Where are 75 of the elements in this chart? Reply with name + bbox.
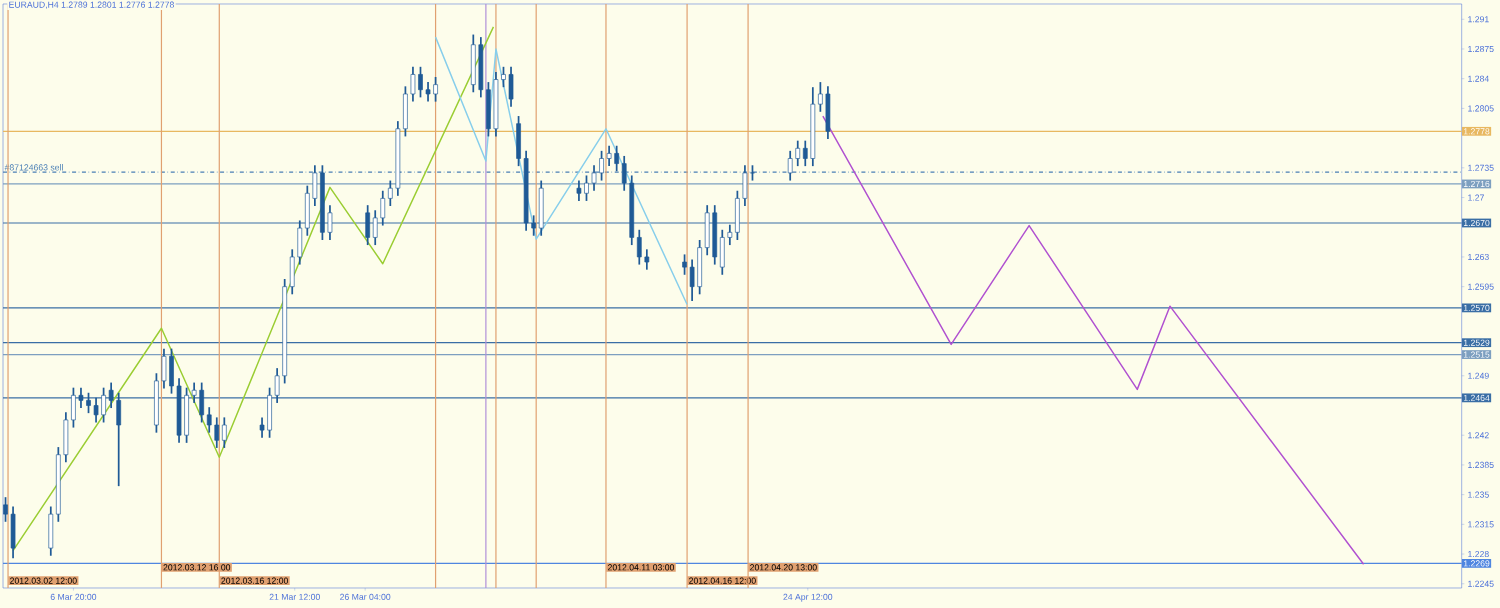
ref-line-label: 2012.03.12 16:00 [163,564,231,571]
candlestick [576,179,582,202]
y-tick-label: 1.2875 [1468,45,1494,53]
y-tick-label: 1.284 [1468,75,1489,82]
candlestick [372,209,378,246]
y-tick-label: 1.263 [1468,253,1489,261]
x-tick-label: 21 Mar 12:00 [269,593,320,600]
candlestick [644,248,650,271]
candlestick [259,416,265,439]
y-tick-label: 1.2315 [1468,521,1494,528]
chart-title: EURAUD,H4 1.2789 1.2801 1.2776 1.2778 [9,1,174,9]
candlestick [101,386,106,424]
candlestick [689,258,695,302]
candlestick [787,149,793,182]
ref-line-label: 2012.04.16 12:00 [689,577,756,584]
line-series [822,115,1365,565]
candlestick [818,81,823,113]
candlestick [410,65,416,103]
ref-line-label: 2012.03.02 12:00 [10,577,77,584]
candlestick [501,65,506,89]
ref-line-label: 2012.03.16 12:00 [221,577,288,584]
y-tick-label: 1.27 [1468,194,1484,201]
candlestick [636,228,642,266]
candlestick [584,174,589,202]
x-tick-label: 6 Mar 20:00 [50,593,97,600]
candlestick [425,81,431,103]
ref-line-label: 1.2269 [1463,560,1490,567]
candlestick [682,253,687,276]
candlestick [599,149,604,182]
x-tick-label: 24 Apr 12:00 [783,593,833,602]
candlestick [214,416,220,449]
candlestick [795,139,801,167]
candlestick [380,189,386,227]
ref-line-label: 1.2670 [1463,219,1490,227]
ref-line-label: 1.2515 [1463,351,1490,358]
y-tick-label: 1.2805 [1468,105,1494,112]
ref-line-label: 1.2570 [1463,304,1490,311]
candlestick [531,214,537,237]
candlestick [387,179,393,207]
x-tick-label: 26 Mar 04:00 [340,593,391,600]
candlestick [206,406,212,434]
candlestick [802,139,808,167]
candlestick [418,65,423,99]
line-series [434,36,688,306]
ref-line-label: 1.2716 [1463,180,1490,188]
candlestick [591,164,597,192]
y-tick-label: 1.249 [1468,372,1489,379]
ref-line-label: #87124663 sell [4,164,63,171]
y-tick-label: 1.2245 [1468,580,1494,587]
candlestick [93,396,99,424]
candlestick [78,386,84,409]
y-tick-label: 1.2385 [1468,461,1494,468]
candlestick [621,155,627,192]
candlestick [86,391,91,415]
ref-line-label: 2012.04.11 03:00 [608,564,675,571]
ref-line-label: 2012.04.20 13:00 [750,564,817,571]
candlestick [727,223,733,246]
y-tick-label: 1.235 [1468,491,1489,498]
candlestick [433,76,438,103]
y-tick-label: 1.242 [1468,432,1489,439]
y-tick-label: 1.291 [1468,16,1489,23]
candlestick [327,204,333,241]
candlestick [108,381,114,409]
y-tick-label: 1.2735 [1468,164,1494,171]
candlestick [606,144,612,167]
candlestick [3,496,8,523]
ref-line-label: 1.2464 [1463,394,1490,401]
y-tick-label: 1.2595 [1468,283,1494,290]
ref-line-label: 1.2529 [1463,339,1490,346]
candlestick [221,416,227,449]
candlestick [274,367,280,404]
ref-line-label: 1.2778 [1463,128,1490,135]
candlestick [191,381,197,404]
candlestick [614,144,620,173]
y-tick-label: 1.228 [1468,550,1489,558]
